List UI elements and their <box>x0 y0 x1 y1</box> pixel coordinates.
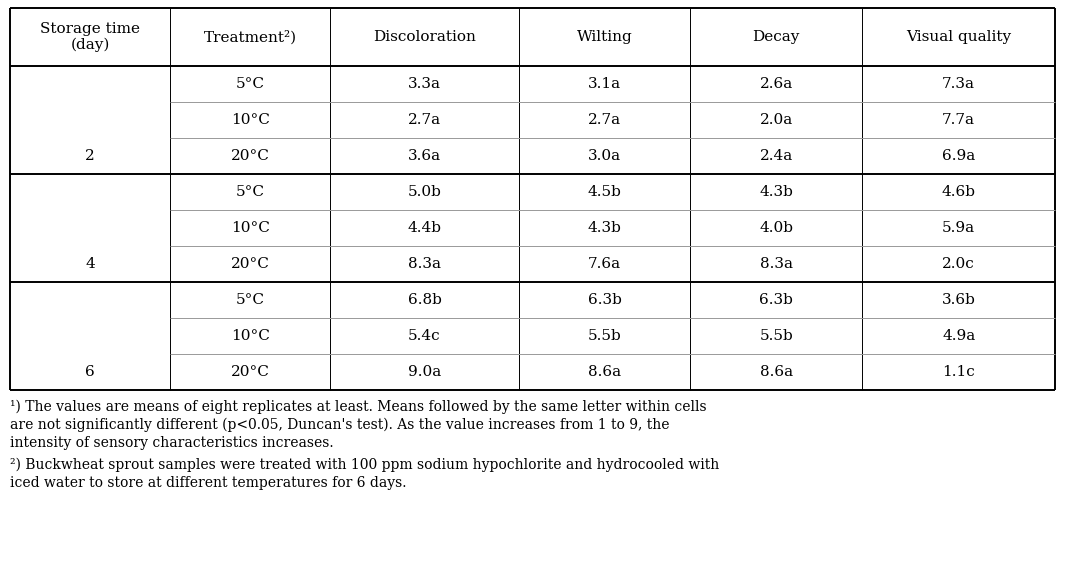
Text: 2.7a: 2.7a <box>408 113 441 127</box>
Text: 4: 4 <box>85 257 95 271</box>
Text: 5.5b: 5.5b <box>588 329 621 343</box>
Text: Treatment²): Treatment²) <box>203 30 297 44</box>
Text: 5°C: 5°C <box>235 77 265 91</box>
Text: 4.9a: 4.9a <box>943 329 976 343</box>
Text: 3.0a: 3.0a <box>588 149 621 163</box>
Text: 2.6a: 2.6a <box>759 77 793 91</box>
Text: 7.7a: 7.7a <box>943 113 976 127</box>
Text: 4.3b: 4.3b <box>588 221 621 235</box>
Text: 5.5b: 5.5b <box>759 329 793 343</box>
Text: 2.7a: 2.7a <box>588 113 621 127</box>
Text: 5.4c: 5.4c <box>408 329 441 343</box>
Text: Visual quality: Visual quality <box>906 30 1011 44</box>
Text: 5°C: 5°C <box>235 293 265 307</box>
Text: intensity of sensory characteristics increases.: intensity of sensory characteristics inc… <box>10 436 333 450</box>
Text: 20°C: 20°C <box>231 149 269 163</box>
Text: 5°C: 5°C <box>235 185 265 199</box>
Text: 4.0b: 4.0b <box>759 221 793 235</box>
Text: 1.1c: 1.1c <box>943 365 974 379</box>
Text: Discoloration: Discoloration <box>373 30 476 44</box>
Text: 5.0b: 5.0b <box>408 185 442 199</box>
Text: 8.3a: 8.3a <box>759 257 792 271</box>
Text: 4.4b: 4.4b <box>408 221 442 235</box>
Text: Wilting: Wilting <box>576 30 633 44</box>
Text: 3.6a: 3.6a <box>408 149 441 163</box>
Text: 2.0a: 2.0a <box>759 113 793 127</box>
Text: 7.3a: 7.3a <box>943 77 976 91</box>
Text: 3.6b: 3.6b <box>941 293 976 307</box>
Text: 10°C: 10°C <box>231 113 269 127</box>
Text: 6.3b: 6.3b <box>588 293 621 307</box>
Text: 8.3a: 8.3a <box>408 257 441 271</box>
Text: 8.6a: 8.6a <box>588 365 621 379</box>
Text: ¹) The values are means of eight replicates at least. Means followed by the same: ¹) The values are means of eight replica… <box>10 400 706 415</box>
Text: Decay: Decay <box>753 30 800 44</box>
Text: 2.0c: 2.0c <box>943 257 974 271</box>
Text: 4.6b: 4.6b <box>941 185 976 199</box>
Text: 2.4a: 2.4a <box>759 149 793 163</box>
Text: 5.9a: 5.9a <box>943 221 976 235</box>
Text: 6.8b: 6.8b <box>408 293 442 307</box>
Text: 6.3b: 6.3b <box>759 293 793 307</box>
Text: 20°C: 20°C <box>231 365 269 379</box>
Text: 4.3b: 4.3b <box>759 185 793 199</box>
Text: are not significantly different (p<0.05, Duncan's test). As the value increases : are not significantly different (p<0.05,… <box>10 418 670 432</box>
Text: Storage time
(day): Storage time (day) <box>40 22 141 53</box>
Text: 6.9a: 6.9a <box>943 149 976 163</box>
Text: 7.6a: 7.6a <box>588 257 621 271</box>
Text: 3.1a: 3.1a <box>588 77 621 91</box>
Text: 20°C: 20°C <box>231 257 269 271</box>
Text: 10°C: 10°C <box>231 329 269 343</box>
Text: 8.6a: 8.6a <box>759 365 793 379</box>
Text: ²) Buckwheat sprout samples were treated with 100 ppm sodium hypochlorite and hy: ²) Buckwheat sprout samples were treated… <box>10 458 719 472</box>
Text: 10°C: 10°C <box>231 221 269 235</box>
Text: 3.3a: 3.3a <box>408 77 441 91</box>
Text: 4.5b: 4.5b <box>588 185 621 199</box>
Text: iced water to store at different temperatures for 6 days.: iced water to store at different tempera… <box>10 476 407 490</box>
Text: 9.0a: 9.0a <box>408 365 441 379</box>
Text: 6: 6 <box>85 365 95 379</box>
Text: 2: 2 <box>85 149 95 163</box>
